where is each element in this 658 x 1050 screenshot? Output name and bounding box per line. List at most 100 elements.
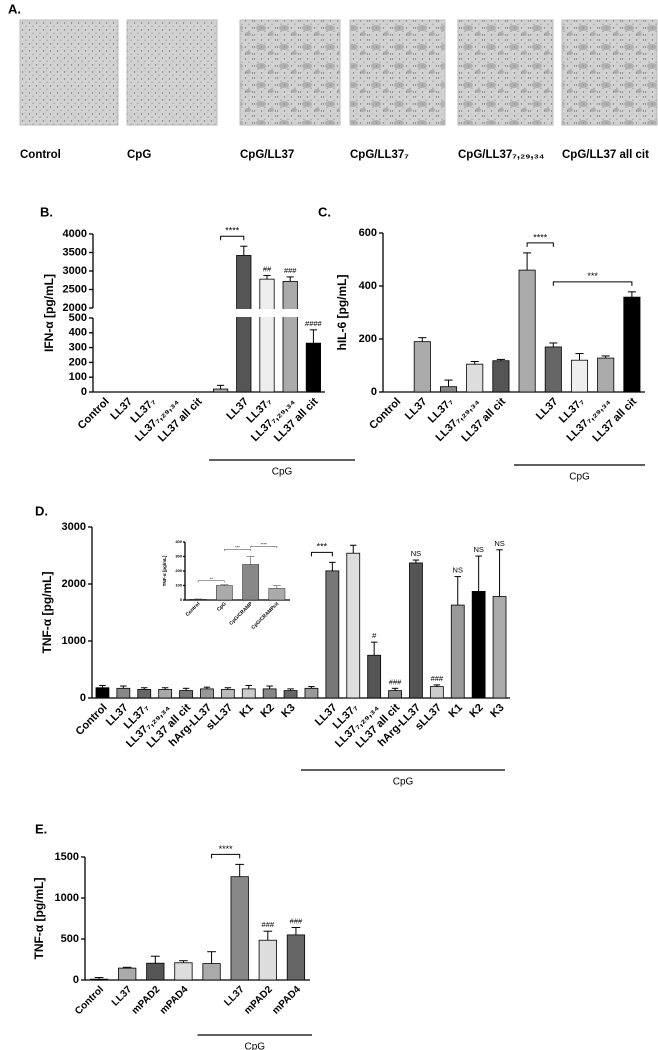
- panel-label: E.: [35, 821, 47, 836]
- y-tick-label: 300: [175, 554, 182, 559]
- x-tick-label: K1: [237, 702, 255, 720]
- x-tick-label: mPAD4: [271, 984, 304, 1017]
- micrograph: [561, 19, 658, 126]
- significance-bracket: [224, 549, 251, 551]
- significance-marker: ###: [389, 677, 402, 686]
- y-tick-label: 0: [80, 692, 86, 704]
- image-label: Control: [20, 149, 61, 161]
- bar: [544, 346, 562, 393]
- significance-marker: ###: [262, 920, 275, 929]
- bar: [597, 357, 615, 393]
- x-tick-label: K2: [467, 702, 485, 720]
- bar: [439, 386, 458, 393]
- bar: [174, 962, 193, 981]
- y-axis-label: IFN-α [pg/mL]: [42, 274, 56, 352]
- y-tick-label: 200: [359, 333, 377, 345]
- bar: [570, 359, 589, 393]
- y-tick-label: 0: [81, 386, 87, 398]
- y-tick-label: 400: [69, 327, 87, 339]
- x-tick-label: LL37: [403, 396, 430, 423]
- significance-bracket: [197, 580, 225, 583]
- bar: [118, 967, 137, 981]
- bar: [413, 341, 431, 393]
- y-tick-label: 200: [175, 568, 182, 573]
- y-tick-label: 300: [69, 342, 87, 354]
- y-tick-label: 1000: [55, 892, 79, 904]
- x-tick-label: LL37: [222, 984, 247, 1009]
- bar: [137, 689, 152, 699]
- bar: [146, 962, 165, 981]
- bar: [116, 687, 131, 699]
- bar: [282, 280, 298, 393]
- significance-bracket: [211, 853, 241, 859]
- bar: [89, 978, 109, 981]
- y-tick-label: 400: [359, 280, 377, 292]
- y-tick-label: 500: [61, 933, 79, 945]
- bar: [466, 363, 484, 393]
- bar: [216, 585, 233, 601]
- y-tick-label: 200: [69, 356, 87, 368]
- bar: [202, 963, 221, 981]
- y-tick-label: 2000: [63, 302, 87, 314]
- y-tick-label: 500: [69, 312, 87, 324]
- x-tick-label: CpG: [216, 601, 228, 613]
- x-tick-label: K3: [279, 702, 297, 720]
- significance-marker: NS: [473, 545, 483, 554]
- micrograph: [239, 19, 341, 126]
- bar: [158, 689, 173, 699]
- bar: [179, 690, 193, 699]
- panel-label: D.: [35, 503, 48, 518]
- bar: [450, 604, 465, 699]
- x-tick-label: Control: [76, 396, 112, 432]
- x-tick-label: K1: [446, 702, 464, 720]
- bracket-label: ****: [261, 542, 268, 547]
- bracket-label: **: [210, 576, 214, 581]
- bracket-label: ***: [235, 545, 240, 550]
- micrograph: [126, 19, 218, 126]
- x-tick-label: K3: [488, 702, 506, 720]
- bar: [346, 552, 361, 699]
- y-axis-label: TNF-α [pg/mL]: [32, 877, 46, 959]
- y-tick-label: 3000: [63, 265, 87, 277]
- bar: [304, 687, 319, 699]
- y-axis-label: TNF-α [pg/mL]: [162, 555, 167, 586]
- bar: [492, 360, 510, 393]
- group-label: CpG: [244, 1042, 265, 1050]
- y-tick-label: 3000: [62, 521, 86, 533]
- image-label: CpG/LL37₇: [350, 149, 409, 161]
- bar: [518, 269, 536, 393]
- y-tick-label: 2000: [62, 578, 86, 590]
- x-tick-label: Control: [73, 984, 106, 1017]
- image-label: CpG/LL37 all cit: [562, 149, 649, 161]
- bar: [200, 688, 214, 699]
- bracket-label: ****: [533, 232, 548, 242]
- y-tick-label: 3500: [63, 246, 87, 258]
- group-label: CpG: [272, 467, 293, 478]
- significance-marker: NS: [411, 549, 421, 558]
- bar: [95, 687, 110, 699]
- panel-label: B.: [40, 204, 53, 219]
- micrograph: [19, 19, 119, 126]
- significance-marker: ####: [305, 319, 323, 328]
- bar: [236, 255, 252, 393]
- x-tick-label: mPAD2: [242, 984, 275, 1017]
- bar: [189, 599, 207, 601]
- bracket-label: ***: [587, 271, 598, 281]
- x-tick-label: mPAD4: [158, 984, 191, 1017]
- bar: [258, 939, 277, 981]
- bar: [283, 690, 298, 699]
- x-tick-label: LL37: [110, 984, 135, 1009]
- bar: [242, 564, 259, 601]
- y-axis-label: hIL-6 [pg/mL]: [335, 275, 349, 351]
- panel-label: C.: [318, 204, 331, 219]
- bracket-label: ****: [225, 226, 240, 236]
- axis-break: [87, 309, 325, 317]
- bar: [325, 570, 340, 699]
- bar: [471, 591, 486, 699]
- significance-marker: ###: [431, 674, 444, 683]
- image-label: CpG: [127, 149, 151, 161]
- x-tick-label: K2: [258, 702, 276, 720]
- significance-bracket: [526, 242, 554, 247]
- image-label: CpG/LL37₇,₂₉,₃₄: [458, 149, 544, 161]
- bar: [492, 596, 507, 699]
